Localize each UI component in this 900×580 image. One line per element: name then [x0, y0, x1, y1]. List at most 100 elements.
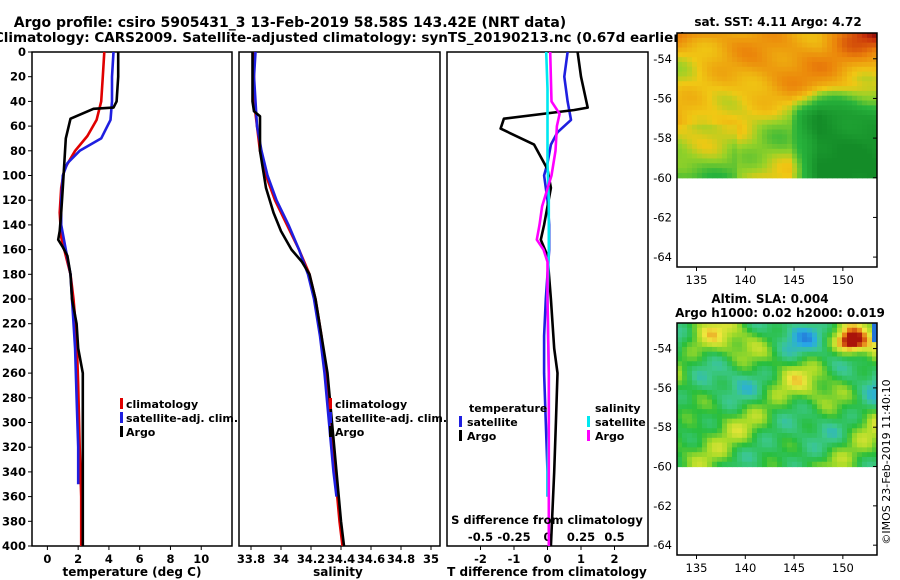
sla-cell: [737, 366, 743, 372]
sst-cell: [782, 61, 788, 68]
sla-cell: [692, 452, 698, 458]
sst-cell: [832, 105, 838, 111]
sla-cell: [772, 409, 778, 415]
sla-cell: [722, 428, 728, 434]
sst-cell: [692, 81, 698, 87]
sst-cell: [822, 153, 828, 160]
sla-cell: [827, 332, 833, 338]
sla-cell: [742, 342, 748, 348]
sst-cell: [782, 66, 788, 73]
sst-cell: [812, 172, 818, 179]
sst-cell: [697, 100, 703, 106]
depth-tick-label: 180: [2, 267, 26, 281]
sst-cell: [707, 81, 713, 87]
sst-cell: [677, 153, 683, 160]
sst-cell: [767, 86, 773, 92]
sla-cell: [752, 404, 758, 410]
sla-cell: [847, 409, 853, 415]
sla-cell: [852, 389, 858, 396]
sst-cell: [817, 71, 823, 78]
sst-cell: [862, 134, 868, 140]
sla-cell: [807, 351, 813, 358]
sst-cell: [817, 124, 823, 131]
sla-cell: [702, 346, 708, 353]
tdiff-xtick-label: 0: [543, 552, 551, 566]
sst-cell: [727, 100, 733, 106]
sla-cell: [752, 418, 758, 425]
sst-cell: [722, 95, 728, 102]
sst-cell: [752, 61, 758, 68]
sla-cell: [847, 356, 853, 362]
sst-cell: [842, 95, 848, 102]
sst-cell: [817, 129, 823, 135]
sla-cell: [797, 370, 803, 377]
sst-cell: [802, 172, 808, 179]
sla-cell: [857, 447, 863, 453]
sla-cell: [862, 409, 868, 415]
sst-cell: [692, 37, 698, 44]
sla-cell: [782, 366, 788, 372]
sla-cell: [737, 370, 743, 377]
sla-cell: [682, 452, 688, 458]
sla-cell: [867, 389, 873, 396]
sst-cell: [757, 129, 763, 135]
sst-cell: [807, 42, 813, 49]
sla-cell: [742, 447, 748, 453]
sst-cell: [717, 57, 723, 63]
sst-cell: [702, 139, 708, 145]
sst-cell: [702, 86, 708, 92]
sst-cell: [752, 119, 758, 126]
sst-cell: [867, 100, 873, 106]
sla-cell: [777, 456, 783, 463]
sla-cell: [757, 423, 763, 429]
sst-cell: [802, 115, 808, 121]
sst-cell: [737, 57, 743, 63]
sst-cell: [822, 124, 828, 131]
sla-cell: [772, 332, 778, 338]
sla-cell: [772, 413, 778, 420]
sla-cell: [852, 413, 858, 420]
sla-cell: [812, 327, 818, 334]
sst-cell: [747, 124, 753, 131]
sla-cell: [802, 399, 808, 405]
sst-cell: [817, 66, 823, 73]
sla-cell: [782, 351, 788, 358]
sst-cell: [777, 172, 783, 179]
sst-cell: [712, 143, 718, 150]
sla-cell: [742, 461, 748, 468]
sla-cell: [737, 351, 743, 358]
sla-cell: [807, 375, 813, 382]
sla-cell: [747, 447, 753, 453]
sla-cell: [707, 409, 713, 415]
sst-cell: [727, 139, 733, 145]
sla-cell: [787, 351, 793, 358]
sst-cell: [817, 47, 823, 53]
sla-cell: [827, 461, 833, 468]
sst-cell: [757, 95, 763, 102]
sla-cell: [687, 404, 693, 410]
sst-cell: [697, 61, 703, 68]
sla-cell: [867, 394, 873, 401]
sla-cell: [742, 418, 748, 425]
sla-cell: [842, 342, 848, 348]
sst-cell: [712, 81, 718, 87]
sst-cell: [787, 95, 793, 102]
sst-cell: [752, 158, 758, 164]
sst-cell: [797, 86, 803, 92]
sst-cell: [722, 163, 728, 169]
sst-cell: [767, 139, 773, 145]
sst-cell: [747, 66, 753, 73]
sla-cell: [712, 452, 718, 458]
sst-cell: [797, 57, 803, 63]
sla-cell: [747, 437, 753, 444]
sla-cell: [682, 433, 688, 439]
sla-cell: [827, 447, 833, 453]
sst-cell: [797, 124, 803, 131]
sla-cell: [722, 380, 728, 386]
sla-cell: [847, 337, 853, 343]
sla-cell: [717, 389, 723, 396]
sla-cell: [787, 327, 793, 334]
temp-xtick-label: 6: [136, 552, 144, 566]
sst-cell: [862, 105, 868, 111]
sla-cell: [857, 337, 863, 343]
